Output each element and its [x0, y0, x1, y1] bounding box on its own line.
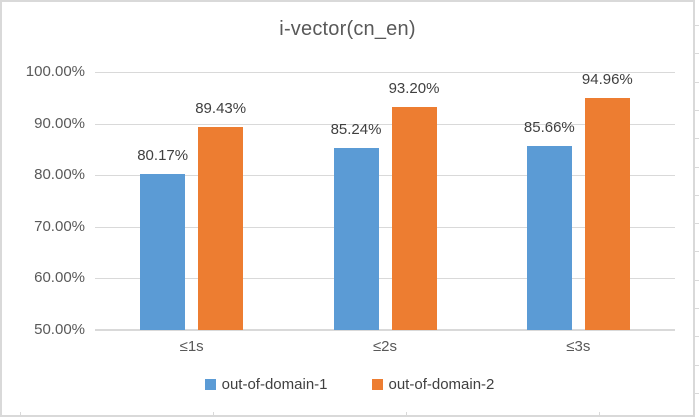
y-axis: 50.00% 60.00% 70.00% 80.00% 90.00% 100.00% [2, 63, 85, 338]
worksheet-row-tick [695, 393, 699, 394]
legend-item-out-of-domain-1: out-of-domain-1 [204, 375, 328, 393]
bar-out-of-domain-2-≤2s [391, 107, 437, 330]
worksheet-row-tick [695, 308, 699, 309]
worksheet-row-tick [695, 195, 699, 196]
legend-label: out-of-domain-1 [221, 375, 328, 393]
chart-title: i-vector(cn_en) [279, 18, 416, 40]
gridline [95, 278, 675, 280]
data-label: 93.20% [388, 80, 440, 98]
data-label: 80.17% [137, 147, 189, 165]
plot-area: 80.17% 89.43% 85.24% 93.20% 85.66% 94.96% [95, 71, 675, 331]
worksheet-column-tick [213, 412, 214, 416]
y-axis-tick-label: 100.00% [25, 63, 85, 80]
worksheet-column-tick [599, 412, 600, 416]
x-axis-category-label: ≤3s [566, 338, 591, 355]
bar-out-of-domain-1-≤3s [526, 145, 572, 330]
y-axis-tick-label: 50.00% [34, 321, 85, 338]
worksheet-row-tick [695, 251, 699, 252]
y-axis-tick-label: 70.00% [34, 217, 85, 235]
data-label: 89.43% [195, 99, 247, 117]
y-axis-tick-label: 60.00% [34, 269, 85, 287]
legend-swatch [371, 378, 383, 390]
worksheet-row-tick [695, 53, 699, 54]
bar-out-of-domain-2-≤1s [198, 126, 244, 330]
y-axis-tick-label: 90.00% [34, 114, 85, 132]
legend-item-out-of-domain-2: out-of-domain-2 [371, 375, 495, 393]
worksheet-row-tick [695, 365, 699, 366]
worksheet-row-tick [695, 138, 699, 139]
x-axis-category-label: ≤1s [179, 338, 204, 355]
legend-swatch [204, 378, 216, 390]
bar-out-of-domain-1-≤2s [333, 148, 379, 330]
worksheet-column-tick [406, 412, 407, 416]
worksheet-row-tick [695, 280, 699, 281]
gridline [95, 123, 675, 125]
worksheet-row-tick [695, 110, 699, 111]
bar-out-of-domain-1-≤1s [140, 174, 186, 330]
worksheet-row-tick [695, 223, 699, 224]
worksheet-row-tick [695, 82, 699, 83]
y-axis-tick-label: 80.00% [34, 166, 85, 184]
data-label: 85.66% [523, 118, 575, 136]
bar-out-of-domain-2-≤3s [584, 98, 630, 330]
gridline [95, 226, 675, 228]
x-axis-category-label: ≤2s [372, 338, 398, 355]
gridline [95, 175, 675, 177]
worksheet-row-tick [695, 167, 699, 168]
data-label: 85.24% [330, 121, 382, 139]
worksheet-row-tick [695, 336, 699, 337]
worksheet-row-tick [695, 25, 699, 26]
chart-legend: out-of-domain-1 out-of-domain-2 [2, 374, 697, 394]
gridline [95, 72, 675, 73]
x-axis: ≤1s ≤2s ≤3s [95, 338, 675, 358]
legend-label: out-of-domain-2 [388, 375, 495, 393]
data-label: 94.96% [581, 71, 633, 89]
gridline [95, 330, 675, 331]
worksheet-column-tick [20, 412, 21, 416]
